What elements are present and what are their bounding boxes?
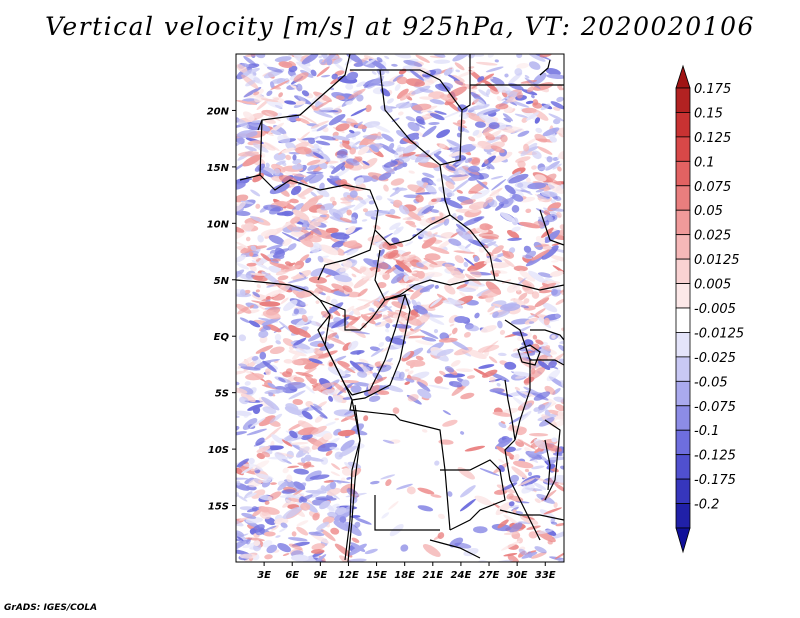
lat-tick-label: 5N	[214, 276, 230, 287]
longitude-axis: 3E 6E 9E 12E 15E 18E 21E 24E 27E 30E 33E	[257, 562, 556, 581]
boundary-line	[374, 495, 440, 531]
colorbar-label: -0.025	[694, 351, 736, 366]
lon-tick-label: 18E	[394, 570, 415, 581]
boundary-line	[351, 294, 406, 396]
colorbar-label: 0.05	[694, 204, 723, 219]
latitude-axis: 20N 15N 10N 5N EQ 5S 10S 15S	[207, 106, 236, 513]
velocity-field	[236, 54, 564, 562]
lon-tick-label: 27E	[479, 570, 500, 581]
colorbar-label: -0.075	[694, 400, 736, 415]
colorbar-label: 0.075	[694, 180, 731, 195]
colorbar-label: -0.005	[694, 302, 736, 317]
boundary-line	[440, 459, 506, 531]
colorbar-extend-top	[675, 64, 691, 89]
colorbar-swatch	[675, 380, 691, 407]
colorbar-swatch	[675, 478, 691, 504]
lat-tick-label: 5S	[215, 389, 229, 400]
boundary-line	[259, 174, 379, 231]
colorbar-swatch	[675, 332, 691, 358]
lat-tick-label: EQ	[214, 332, 230, 343]
boundary-line	[504, 319, 531, 441]
lat-tick-label: 15N	[207, 163, 230, 174]
boundary-line	[530, 329, 564, 341]
lon-tick-label: 30E	[507, 570, 528, 581]
lat-tick-label: 10S	[208, 445, 229, 456]
colorbar-label: -0.0125	[694, 326, 744, 341]
lon-tick-label: 9E	[313, 570, 327, 581]
red-sea-coast	[539, 59, 551, 76]
map-frame	[235, 53, 565, 563]
colorbar-label: -0.1	[694, 424, 719, 439]
field-patches	[236, 54, 564, 562]
boundary-line	[374, 214, 496, 281]
country-boundaries	[236, 54, 564, 562]
lake-victoria	[517, 344, 541, 366]
lat-tick-label: 15S	[208, 502, 229, 513]
boundary-line	[379, 69, 463, 166]
boundary-line	[351, 294, 411, 401]
colorbar-swatch	[675, 283, 691, 309]
lon-tick-label: 24E	[451, 570, 472, 581]
colorbar-swatch	[675, 454, 691, 480]
colorbar-swatch	[675, 136, 691, 162]
coastline	[236, 279, 361, 562]
boundary-line	[461, 54, 471, 111]
colorbar-label: 0.025	[694, 229, 731, 244]
boundary-line	[499, 509, 564, 521]
lon-tick-label: 12E	[338, 570, 359, 581]
lon-tick-label: 15E	[366, 570, 387, 581]
colorbar-label: -0.2	[694, 498, 719, 513]
boundary-line	[439, 164, 451, 216]
colorbar-swatch	[675, 112, 691, 138]
colorbar-swatch	[675, 356, 691, 382]
lake-malawi	[544, 439, 551, 491]
colorbar-swatch	[675, 185, 691, 211]
lat-tick-label: 20N	[207, 106, 230, 117]
lon-tick-label: 3E	[257, 570, 271, 581]
colorbar-swatch	[675, 429, 691, 456]
boundary-line	[319, 299, 386, 331]
map-title: Vertical velocity [m/s] at 925hPa, VT: 2…	[45, 12, 755, 41]
colorbar-label: 0.125	[694, 131, 731, 146]
boundary-line	[429, 539, 481, 559]
boundary-line	[344, 404, 361, 561]
lon-tick-label: 6E	[285, 570, 299, 581]
colorbar-swatch	[675, 87, 691, 113]
boundary-line	[544, 419, 561, 501]
colorbar-label: -0.175	[694, 473, 736, 488]
boundary-line	[317, 229, 376, 281]
boundary-line	[494, 279, 564, 291]
lon-tick-label: 33E	[535, 570, 556, 581]
boundary-line	[530, 359, 564, 366]
lon-tick-label: 21E	[422, 570, 443, 581]
colorbar-swatch	[675, 405, 691, 431]
colorbar-label: 0.005	[694, 278, 731, 293]
colorbar-swatch	[675, 307, 691, 333]
colorbar-label: -0.125	[694, 449, 736, 464]
colorbar-swatch	[675, 160, 691, 187]
boundary-line	[349, 399, 451, 531]
grads-credit: GrADS: IGES/COLA	[4, 603, 98, 613]
colorbar-label: 0.1	[694, 155, 715, 170]
lat-tick-label: 10N	[207, 219, 230, 230]
colorbar-swatch	[675, 503, 691, 529]
colorbar-label: 0.15	[694, 106, 723, 121]
boundary-line	[257, 54, 351, 131]
boundary-line	[504, 439, 541, 541]
lake-tanganyika	[504, 379, 516, 441]
colorbar-label: 0.175	[694, 82, 731, 97]
colorbar-swatch	[675, 234, 691, 260]
colorbar-swatch	[675, 209, 691, 236]
colorbar-label: 0.0125	[694, 253, 740, 268]
boundary-line	[374, 249, 495, 301]
colorbar-extend-bottom	[675, 527, 691, 554]
colorbar-label: -0.05	[694, 375, 728, 390]
colorbar-swatch	[675, 258, 691, 284]
boundary-line	[539, 209, 564, 246]
colorbar: 0.175 0.15 0.125 0.1 0.075 0.05 0.025 0.0125 0.0…	[675, 64, 744, 554]
